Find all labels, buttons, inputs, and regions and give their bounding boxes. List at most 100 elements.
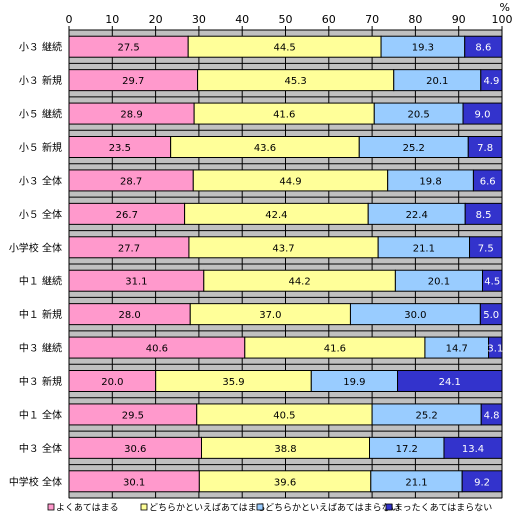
data-label: 35.9: [222, 377, 244, 388]
category-label: 中１ 新規: [19, 308, 62, 321]
data-label: 9.0: [475, 110, 491, 121]
data-label: 28.0: [118, 310, 140, 321]
data-label: 7.5: [478, 243, 494, 254]
x-tick-label: 70: [365, 13, 379, 26]
data-label: 20.1: [428, 277, 450, 288]
bar-segment: [462, 102, 503, 125]
data-label: 21.1: [413, 243, 435, 254]
data-label: 42.4: [265, 210, 287, 221]
data-label: 19.3: [412, 43, 434, 54]
data-label: 40.5: [273, 410, 295, 421]
bar-segment: [464, 202, 503, 225]
category-label: 中３ 新規: [19, 375, 62, 388]
data-label: 8.6: [475, 43, 491, 54]
data-label: 44.5: [274, 43, 296, 54]
data-label: 27.7: [118, 243, 140, 254]
x-tick-label: 100: [492, 13, 513, 26]
data-label: 22.4: [406, 210, 428, 221]
x-tick-label: 60: [322, 13, 336, 26]
data-label: 21.1: [405, 477, 427, 488]
data-label: 23.5: [109, 143, 131, 154]
data-label: 8.5: [476, 210, 492, 221]
bar-segment: [461, 470, 503, 493]
x-tick-label: 50: [279, 13, 293, 26]
x-tick-label: 80: [408, 13, 422, 26]
category-label: 小５ 継続: [19, 108, 62, 121]
data-label: 28.7: [120, 176, 142, 187]
bar-segment: [469, 236, 503, 259]
data-label: 43.6: [254, 143, 276, 154]
bar-segment: [479, 303, 503, 326]
data-label: 27.5: [117, 43, 139, 54]
bar-segment: [480, 69, 503, 92]
data-label: 31.1: [125, 277, 147, 288]
x-tick-label: 40: [235, 13, 249, 26]
data-label: 44.9: [279, 176, 301, 187]
data-label: 20.1: [426, 76, 448, 87]
data-label: 38.8: [274, 444, 296, 455]
data-label: 44.2: [288, 277, 310, 288]
legend-label: まったくあてはまらない: [394, 503, 492, 514]
x-axis-unit-label: %: [500, 1, 510, 14]
data-label: 28.9: [120, 110, 142, 121]
category-label: 中学校 全体: [9, 475, 62, 488]
legend-label: どちらかといえばあてはまらない: [265, 503, 400, 514]
data-label: 20.0: [101, 377, 123, 388]
data-label: 13.4: [462, 444, 484, 455]
data-label: 25.2: [403, 143, 425, 154]
legend-swatch: [256, 503, 264, 511]
data-label: 40.6: [146, 344, 168, 355]
category-label: 中３ 継続: [19, 342, 62, 355]
category-label: 小５ 新規: [19, 141, 62, 154]
category-label: 中３ 全体: [19, 442, 62, 455]
data-label: 9.2: [474, 477, 490, 488]
data-label: 45.3: [285, 76, 307, 87]
data-label: 30.0: [404, 310, 426, 321]
x-tick-label: 10: [105, 13, 119, 26]
x-tick-label: 20: [149, 13, 163, 26]
data-label: 7.8: [477, 143, 493, 154]
data-label: 6.6: [480, 176, 496, 187]
category-label: 小３ 全体: [19, 174, 62, 187]
legend-swatch: [140, 503, 148, 511]
legend-label: どちらかといえばあてはまる: [149, 503, 266, 514]
data-label: 25.2: [416, 410, 438, 421]
data-label: 30.1: [123, 477, 145, 488]
data-label: 14.7: [446, 344, 468, 355]
grid-layer: [68, 29, 503, 499]
category-label: 小学校 全体: [9, 241, 62, 254]
x-tick-label: 30: [192, 13, 206, 26]
data-label: 4.8: [484, 410, 500, 421]
data-label: 41.6: [273, 110, 295, 121]
data-label: 29.7: [122, 76, 144, 87]
data-label: 37.0: [259, 310, 281, 321]
category-label: 中１ 継続: [19, 275, 62, 288]
data-label: 4.5: [484, 277, 500, 288]
category-label: 小３ 新規: [19, 74, 62, 87]
bar-segment: [472, 169, 503, 192]
legend-label: よくあてはまる: [56, 503, 119, 514]
x-tick-label: 90: [452, 13, 466, 26]
bar-segment: [488, 336, 503, 359]
data-label: 41.6: [324, 344, 346, 355]
data-label: 24.1: [439, 377, 461, 388]
data-label: 29.5: [122, 410, 144, 421]
data-label: 26.7: [116, 210, 138, 221]
legend: よくあてはまる どちらかといえばあてはまる どちらかといえばあてはまらないまったくあ…: [47, 503, 492, 514]
category-label: 小３ 継続: [19, 41, 62, 54]
legend-swatch: [385, 503, 393, 511]
data-label: 43.7: [272, 243, 294, 254]
data-label: 17.2: [396, 444, 418, 455]
bar-segment: [467, 136, 503, 158]
data-label: 19.8: [419, 176, 441, 187]
legend-swatch: [47, 503, 55, 511]
bar-segment: [480, 403, 503, 426]
axis-layer: % 0 10 20 30 40 50 60 70 80 90 100: [66, 1, 513, 30]
bar-segment: [397, 370, 503, 392]
data-label: 4.9: [483, 76, 499, 87]
x-tick-label: 0: [66, 13, 73, 26]
data-label: 39.6: [274, 477, 296, 488]
